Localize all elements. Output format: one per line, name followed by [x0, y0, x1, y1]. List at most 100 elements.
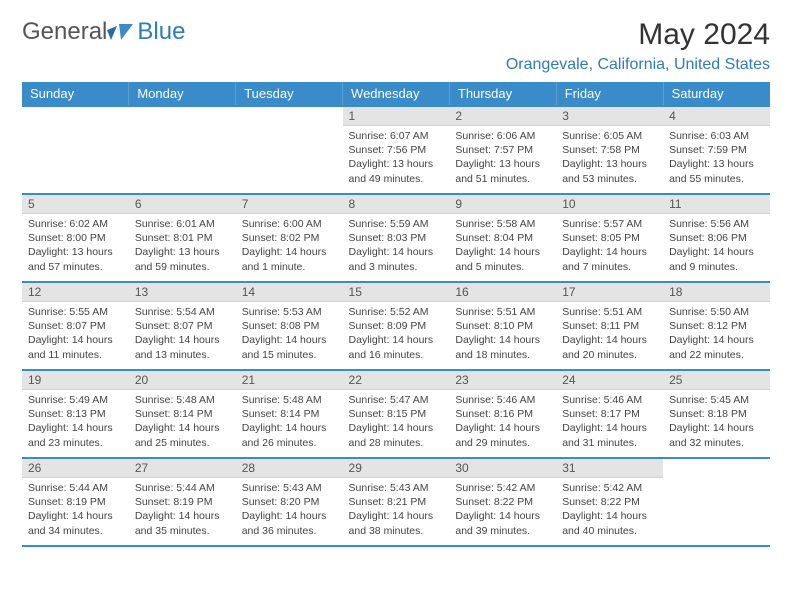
- day-number: 28: [236, 459, 343, 478]
- day-content: Sunrise: 6:01 AMSunset: 8:01 PMDaylight:…: [129, 214, 236, 280]
- weekday-header: Wednesday: [343, 82, 450, 106]
- day-content: Sunrise: 5:59 AMSunset: 8:03 PMDaylight:…: [343, 214, 450, 280]
- logo: General Blue: [22, 18, 185, 46]
- day-content: Sunrise: 6:00 AMSunset: 8:02 PMDaylight:…: [236, 214, 343, 280]
- day-number: 10: [556, 195, 663, 214]
- calendar-day-cell: 2Sunrise: 6:06 AMSunset: 7:57 PMDaylight…: [449, 106, 556, 194]
- calendar-day-cell: 13Sunrise: 5:54 AMSunset: 8:07 PMDayligh…: [129, 282, 236, 370]
- calendar-day-cell: 25Sunrise: 5:45 AMSunset: 8:18 PMDayligh…: [663, 370, 770, 458]
- day-content: Sunrise: 5:42 AMSunset: 8:22 PMDaylight:…: [556, 478, 663, 544]
- day-number: 9: [449, 195, 556, 214]
- calendar-day-cell: 16Sunrise: 5:51 AMSunset: 8:10 PMDayligh…: [449, 282, 556, 370]
- calendar-day-cell: 28Sunrise: 5:43 AMSunset: 8:20 PMDayligh…: [236, 458, 343, 546]
- day-number: 30: [449, 459, 556, 478]
- calendar-day-cell: 20Sunrise: 5:48 AMSunset: 8:14 PMDayligh…: [129, 370, 236, 458]
- weekday-header: Friday: [556, 82, 663, 106]
- day-number: 19: [22, 371, 129, 390]
- day-number: 24: [556, 371, 663, 390]
- calendar-day-cell: 23Sunrise: 5:46 AMSunset: 8:16 PMDayligh…: [449, 370, 556, 458]
- day-number: 7: [236, 195, 343, 214]
- day-number: 16: [449, 283, 556, 302]
- calendar-day-cell: .: [129, 106, 236, 194]
- calendar-day-cell: 15Sunrise: 5:52 AMSunset: 8:09 PMDayligh…: [343, 282, 450, 370]
- calendar-day-cell: 14Sunrise: 5:53 AMSunset: 8:08 PMDayligh…: [236, 282, 343, 370]
- day-number: 22: [343, 371, 450, 390]
- day-content: Sunrise: 5:51 AMSunset: 8:10 PMDaylight:…: [449, 302, 556, 368]
- calendar-day-cell: 8Sunrise: 5:59 AMSunset: 8:03 PMDaylight…: [343, 194, 450, 282]
- calendar-week-row: 26Sunrise: 5:44 AMSunset: 8:19 PMDayligh…: [22, 458, 770, 546]
- calendar-day-cell: 11Sunrise: 5:56 AMSunset: 8:06 PMDayligh…: [663, 194, 770, 282]
- day-number: 8: [343, 195, 450, 214]
- day-number: 21: [236, 371, 343, 390]
- day-number: 25: [663, 371, 770, 390]
- calendar-day-cell: .: [663, 458, 770, 546]
- calendar-week-row: 19Sunrise: 5:49 AMSunset: 8:13 PMDayligh…: [22, 370, 770, 458]
- day-number: 23: [449, 371, 556, 390]
- day-number: 31: [556, 459, 663, 478]
- location: Orangevale, California, United States: [506, 56, 770, 74]
- calendar-table: Sunday Monday Tuesday Wednesday Thursday…: [22, 82, 770, 547]
- calendar-day-cell: 22Sunrise: 5:47 AMSunset: 8:15 PMDayligh…: [343, 370, 450, 458]
- calendar-day-cell: 5Sunrise: 6:02 AMSunset: 8:00 PMDaylight…: [22, 194, 129, 282]
- calendar-day-cell: 9Sunrise: 5:58 AMSunset: 8:04 PMDaylight…: [449, 194, 556, 282]
- day-content: Sunrise: 5:42 AMSunset: 8:22 PMDaylight:…: [449, 478, 556, 544]
- calendar-week-row: 5Sunrise: 6:02 AMSunset: 8:00 PMDaylight…: [22, 194, 770, 282]
- day-number: 15: [343, 283, 450, 302]
- day-content: Sunrise: 5:51 AMSunset: 8:11 PMDaylight:…: [556, 302, 663, 368]
- day-number: 2: [449, 107, 556, 126]
- calendar-day-cell: 6Sunrise: 6:01 AMSunset: 8:01 PMDaylight…: [129, 194, 236, 282]
- day-content: Sunrise: 5:46 AMSunset: 8:16 PMDaylight:…: [449, 390, 556, 456]
- calendar-day-cell: .: [22, 106, 129, 194]
- day-number: 14: [236, 283, 343, 302]
- day-number: 6: [129, 195, 236, 214]
- day-number: 27: [129, 459, 236, 478]
- day-content: Sunrise: 6:06 AMSunset: 7:57 PMDaylight:…: [449, 126, 556, 192]
- calendar-day-cell: 1Sunrise: 6:07 AMSunset: 7:56 PMDaylight…: [343, 106, 450, 194]
- calendar-day-cell: 21Sunrise: 5:48 AMSunset: 8:14 PMDayligh…: [236, 370, 343, 458]
- day-content: Sunrise: 5:58 AMSunset: 8:04 PMDaylight:…: [449, 214, 556, 280]
- day-content: Sunrise: 5:44 AMSunset: 8:19 PMDaylight:…: [22, 478, 129, 544]
- calendar-day-cell: 24Sunrise: 5:46 AMSunset: 8:17 PMDayligh…: [556, 370, 663, 458]
- day-content: Sunrise: 6:07 AMSunset: 7:56 PMDaylight:…: [343, 126, 450, 192]
- calendar-body: ...1Sunrise: 6:07 AMSunset: 7:56 PMDayli…: [22, 106, 770, 546]
- calendar-day-cell: 30Sunrise: 5:42 AMSunset: 8:22 PMDayligh…: [449, 458, 556, 546]
- calendar-day-cell: .: [236, 106, 343, 194]
- calendar-day-cell: 4Sunrise: 6:03 AMSunset: 7:59 PMDaylight…: [663, 106, 770, 194]
- day-number: 11: [663, 195, 770, 214]
- calendar-day-cell: 26Sunrise: 5:44 AMSunset: 8:19 PMDayligh…: [22, 458, 129, 546]
- day-number: 13: [129, 283, 236, 302]
- day-content: Sunrise: 5:55 AMSunset: 8:07 PMDaylight:…: [22, 302, 129, 368]
- day-number: 29: [343, 459, 450, 478]
- weekday-row: Sunday Monday Tuesday Wednesday Thursday…: [22, 82, 770, 106]
- calendar-day-cell: 18Sunrise: 5:50 AMSunset: 8:12 PMDayligh…: [663, 282, 770, 370]
- title-block: May 2024 Orangevale, California, United …: [506, 18, 770, 74]
- day-number: 3: [556, 107, 663, 126]
- month-title: May 2024: [506, 18, 770, 52]
- calendar-day-cell: 19Sunrise: 5:49 AMSunset: 8:13 PMDayligh…: [22, 370, 129, 458]
- day-content: Sunrise: 5:48 AMSunset: 8:14 PMDaylight:…: [129, 390, 236, 456]
- calendar-day-cell: 31Sunrise: 5:42 AMSunset: 8:22 PMDayligh…: [556, 458, 663, 546]
- day-number: 18: [663, 283, 770, 302]
- header: General Blue May 2024 Orangevale, Califo…: [22, 18, 770, 74]
- logo-text-blue: Blue: [137, 18, 185, 46]
- weekday-header: Tuesday: [236, 82, 343, 106]
- day-content: Sunrise: 5:47 AMSunset: 8:15 PMDaylight:…: [343, 390, 450, 456]
- day-content: Sunrise: 6:05 AMSunset: 7:58 PMDaylight:…: [556, 126, 663, 192]
- day-content: Sunrise: 5:53 AMSunset: 8:08 PMDaylight:…: [236, 302, 343, 368]
- day-content: Sunrise: 5:50 AMSunset: 8:12 PMDaylight:…: [663, 302, 770, 368]
- calendar-day-cell: 3Sunrise: 6:05 AMSunset: 7:58 PMDaylight…: [556, 106, 663, 194]
- day-content: Sunrise: 5:44 AMSunset: 8:19 PMDaylight:…: [129, 478, 236, 544]
- day-number: 5: [22, 195, 129, 214]
- day-content: Sunrise: 5:49 AMSunset: 8:13 PMDaylight:…: [22, 390, 129, 456]
- calendar-day-cell: 10Sunrise: 5:57 AMSunset: 8:05 PMDayligh…: [556, 194, 663, 282]
- calendar-day-cell: 12Sunrise: 5:55 AMSunset: 8:07 PMDayligh…: [22, 282, 129, 370]
- calendar-week-row: 12Sunrise: 5:55 AMSunset: 8:07 PMDayligh…: [22, 282, 770, 370]
- day-number: 26: [22, 459, 129, 478]
- day-content: Sunrise: 5:45 AMSunset: 8:18 PMDaylight:…: [663, 390, 770, 456]
- weekday-header: Sunday: [22, 82, 129, 106]
- weekday-header: Monday: [129, 82, 236, 106]
- day-number: 12: [22, 283, 129, 302]
- day-content: Sunrise: 5:52 AMSunset: 8:09 PMDaylight:…: [343, 302, 450, 368]
- day-content: Sunrise: 5:56 AMSunset: 8:06 PMDaylight:…: [663, 214, 770, 280]
- day-content: Sunrise: 6:02 AMSunset: 8:00 PMDaylight:…: [22, 214, 129, 280]
